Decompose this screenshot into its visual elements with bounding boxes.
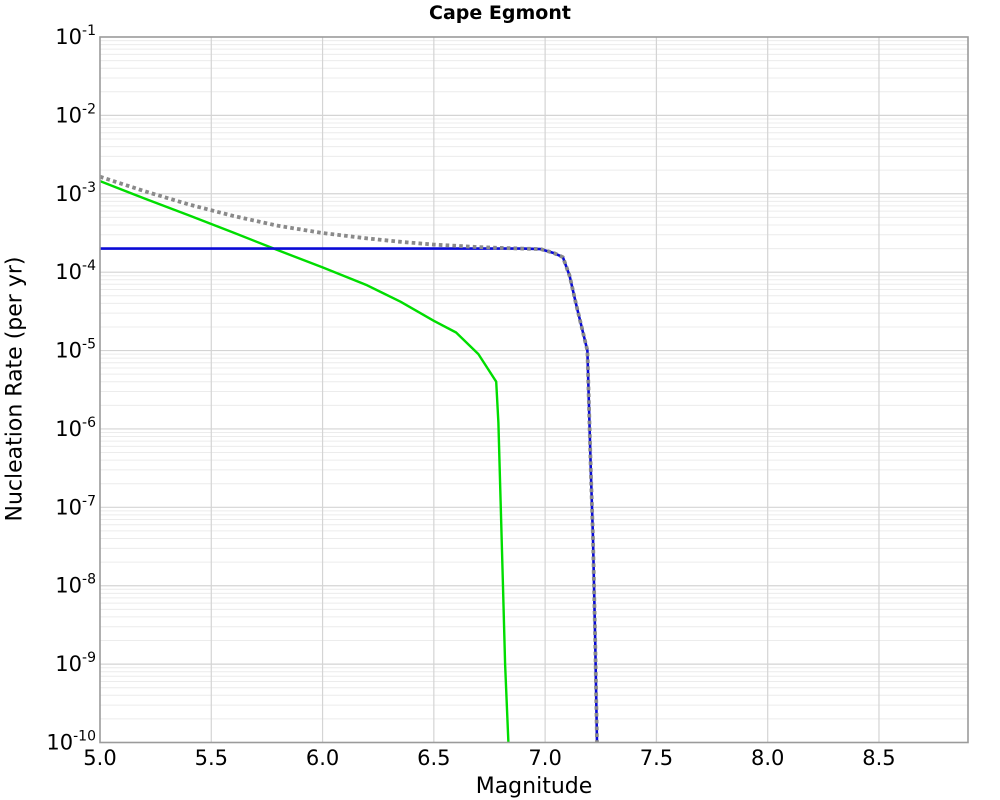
series-gray-dotted-path [100, 174, 599, 743]
y-tick-label: 10-4 [55, 258, 96, 284]
chart-title: Cape Egmont [429, 2, 571, 24]
y-tick-label: 10-10 [46, 729, 96, 755]
y-tick-label: 10-5 [55, 337, 96, 363]
series-blue-solid-path [100, 247, 599, 743]
y-tick-label: 10-1 [55, 23, 96, 49]
y-tick-label: 10-7 [55, 493, 96, 519]
y-tick-label: 10-6 [55, 415, 96, 441]
x-tick-label: 5.0 [83, 746, 116, 770]
y-tick-label: 10-2 [55, 101, 96, 127]
x-tick-label: 8.5 [862, 746, 895, 770]
y-tick-label: 10-9 [55, 650, 96, 676]
y-tick-label: 10-8 [55, 572, 96, 598]
x-tick-label: 7.0 [528, 746, 561, 770]
x-tick-label: 8.0 [751, 746, 784, 770]
x-tick-label: 5.5 [195, 746, 228, 770]
series-green-solid-path [100, 179, 510, 743]
x-tick-label: 7.5 [640, 746, 673, 770]
x-tick-label: 6.0 [306, 746, 339, 770]
x-tick-label: 6.5 [417, 746, 450, 770]
y-tick-label: 10-3 [55, 180, 96, 206]
x-axis-label: Magnitude [475, 774, 593, 799]
plot-border [99, 36, 969, 744]
